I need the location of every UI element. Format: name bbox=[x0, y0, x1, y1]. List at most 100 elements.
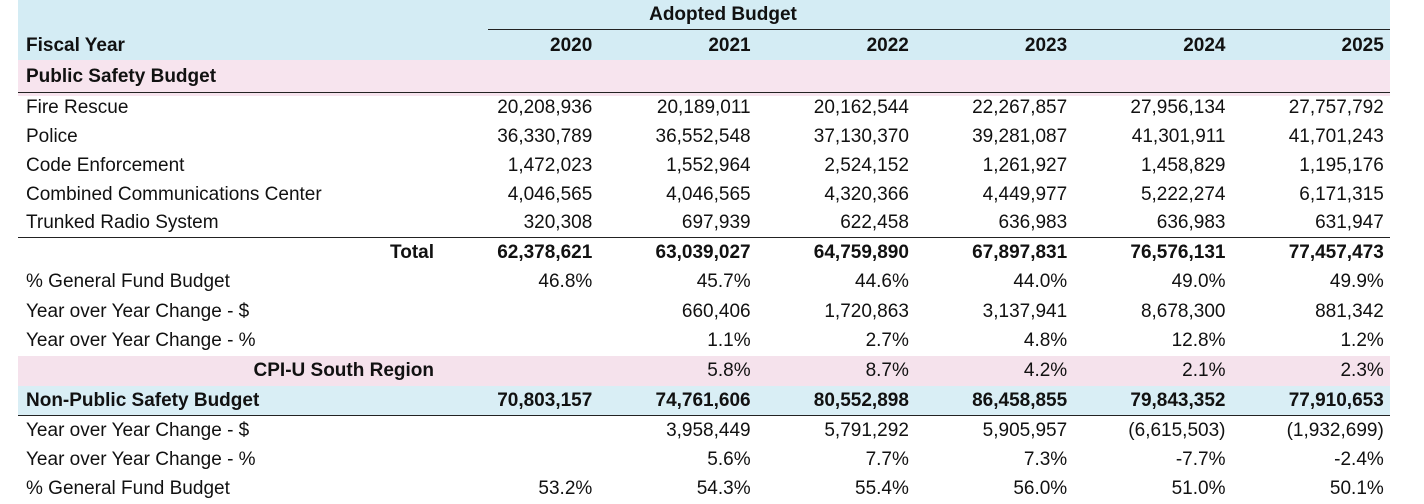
row-value: 44.0% bbox=[1013, 270, 1068, 292]
row-value: 27,956,134 bbox=[1130, 96, 1226, 118]
row-value: 77,910,653 bbox=[1288, 389, 1384, 411]
row-label: Fire Rescue bbox=[26, 96, 129, 118]
table-row: Year over Year Change - $ 3,958,449 5,79… bbox=[18, 416, 1390, 445]
table-caption: Adopted Budget bbox=[649, 4, 797, 25]
row-value: 636,983 bbox=[998, 211, 1068, 233]
table-row: Year over Year Change - % 1.1% 2.7% 4.8%… bbox=[18, 326, 1390, 355]
row-value: 36,330,789 bbox=[497, 125, 593, 147]
row-value: 45.7% bbox=[696, 270, 751, 292]
row-value: 7.7% bbox=[865, 448, 909, 470]
row-value: 4.2% bbox=[1023, 359, 1068, 381]
row-value: 320,308 bbox=[523, 211, 593, 233]
row-value: 636,983 bbox=[1156, 211, 1226, 233]
row-value: 660,406 bbox=[681, 300, 751, 322]
row-value: 5,905,957 bbox=[982, 419, 1068, 441]
row-label: Combined Communications Center bbox=[26, 183, 322, 205]
total-row: Total 62,378,621 63,039,027 64,759,890 6… bbox=[18, 238, 1390, 267]
year-cell: 2020 bbox=[550, 34, 593, 56]
row-value: 64,759,890 bbox=[813, 241, 909, 263]
row-value: 39,281,087 bbox=[972, 125, 1068, 147]
table-row: % General Fund Budget 53.2% 54.3% 55.4% … bbox=[18, 474, 1390, 503]
row-value: 22,267,857 bbox=[972, 96, 1068, 118]
row-value: 2.1% bbox=[1182, 359, 1226, 381]
row-value: 86,458,855 bbox=[972, 389, 1068, 411]
row-value: 37,130,370 bbox=[813, 125, 909, 147]
row-value: 2.7% bbox=[865, 329, 909, 351]
row-value: 2,524,152 bbox=[824, 154, 909, 176]
row-value: 6,171,315 bbox=[1299, 183, 1384, 205]
row-value: 74,761,606 bbox=[655, 389, 751, 411]
row-label: Year over Year Change - % bbox=[26, 448, 256, 470]
row-value: 3,137,941 bbox=[982, 300, 1068, 322]
row-value: 881,342 bbox=[1315, 300, 1384, 322]
non-public-band bbox=[18, 386, 1390, 416]
table-row: Combined Communications Center 4,046,565… bbox=[18, 180, 1390, 209]
row-label: Non-Public Safety Budget bbox=[26, 389, 260, 411]
row-value: 8,678,300 bbox=[1140, 300, 1226, 322]
row-label: Code Enforcement bbox=[26, 154, 185, 176]
table-row: % General Fund Budget 46.8% 45.7% 44.6% … bbox=[18, 267, 1390, 296]
row-value: 41,301,911 bbox=[1131, 125, 1226, 147]
row-value: 7.3% bbox=[1023, 448, 1068, 470]
row-value: 4,449,977 bbox=[982, 183, 1068, 205]
row-label: % General Fund Budget bbox=[26, 477, 230, 499]
row-value: 4.8% bbox=[1023, 329, 1068, 351]
table-row: Year over Year Change - % 5.6% 7.7% 7.3%… bbox=[18, 445, 1390, 474]
row-value: 50.1% bbox=[1329, 477, 1384, 499]
section-band bbox=[18, 60, 1390, 96]
section-rule bbox=[18, 92, 1390, 93]
row-value: 5.6% bbox=[707, 448, 751, 470]
row-value: 46.8% bbox=[538, 270, 593, 292]
cpi-row: CPI-U South Region 5.8% 8.7% 4.2% 2.1% 2… bbox=[18, 356, 1390, 385]
row-value: (1,932,699) bbox=[1286, 419, 1384, 441]
row-value: 62,378,621 bbox=[497, 241, 593, 263]
row-value: 51.0% bbox=[1171, 477, 1226, 499]
row-value: 1.2% bbox=[1340, 329, 1384, 351]
row-value: 36,552,548 bbox=[655, 125, 751, 147]
total-rule bbox=[18, 237, 1390, 238]
row-value: 44.6% bbox=[855, 270, 909, 292]
row-value: 1,261,927 bbox=[982, 154, 1068, 176]
row-value: 53.2% bbox=[538, 477, 593, 499]
row-value: 63,039,027 bbox=[655, 241, 751, 263]
row-value: 4,320,366 bbox=[824, 183, 909, 205]
row-value: (6,615,503) bbox=[1128, 419, 1226, 441]
table-row: Year over Year Change - $ 660,406 1,720,… bbox=[18, 297, 1390, 326]
row-value: 4,046,565 bbox=[507, 183, 593, 205]
row-value: 54.3% bbox=[696, 477, 751, 499]
row-label: CPI-U South Region bbox=[253, 359, 434, 381]
year-cell: 2022 bbox=[866, 34, 909, 56]
table-row: Fire Rescue 20,208,936 20,189,011 20,162… bbox=[18, 93, 1390, 122]
row-value: 27,757,792 bbox=[1288, 96, 1384, 118]
row-value: -2.4% bbox=[1334, 448, 1384, 470]
caption-rule bbox=[488, 29, 1390, 30]
row-label: Trunked Radio System bbox=[26, 211, 219, 233]
row-value: 5.8% bbox=[707, 359, 751, 381]
row-value: 1,195,176 bbox=[1299, 154, 1384, 176]
row-value: 1,458,829 bbox=[1140, 154, 1226, 176]
row-value: 20,189,011 bbox=[656, 96, 751, 118]
row-label: Year over Year Change - $ bbox=[26, 419, 250, 441]
cpi-band bbox=[18, 356, 1390, 386]
row-value: 697,939 bbox=[681, 211, 751, 233]
row-value: 80,552,898 bbox=[813, 389, 909, 411]
row-value: 67,897,831 bbox=[972, 241, 1068, 263]
row-value: 49.9% bbox=[1329, 270, 1384, 292]
row-label: Total bbox=[390, 241, 434, 263]
non-public-rule bbox=[18, 415, 1390, 416]
row-value: 12.8% bbox=[1171, 329, 1226, 351]
row-value: 1,552,964 bbox=[666, 154, 751, 176]
row-label: Police bbox=[26, 125, 78, 147]
row-value: 631,947 bbox=[1315, 211, 1384, 233]
row-value: 8.7% bbox=[865, 359, 909, 381]
table-row: Police 36,330,789 36,552,548 37,130,370 … bbox=[18, 122, 1390, 151]
row-value: 20,162,544 bbox=[813, 96, 909, 118]
row-value: 56.0% bbox=[1013, 477, 1068, 499]
row-label: % General Fund Budget bbox=[26, 270, 230, 292]
row-value: 49.0% bbox=[1171, 270, 1226, 292]
row-value: 5,791,292 bbox=[824, 419, 909, 441]
table-row: Trunked Radio System 320,308 697,939 622… bbox=[18, 208, 1390, 237]
row-value: -7.7% bbox=[1175, 448, 1226, 470]
row-label: Year over Year Change - $ bbox=[26, 300, 250, 322]
row-value: 79,843,352 bbox=[1130, 389, 1226, 411]
